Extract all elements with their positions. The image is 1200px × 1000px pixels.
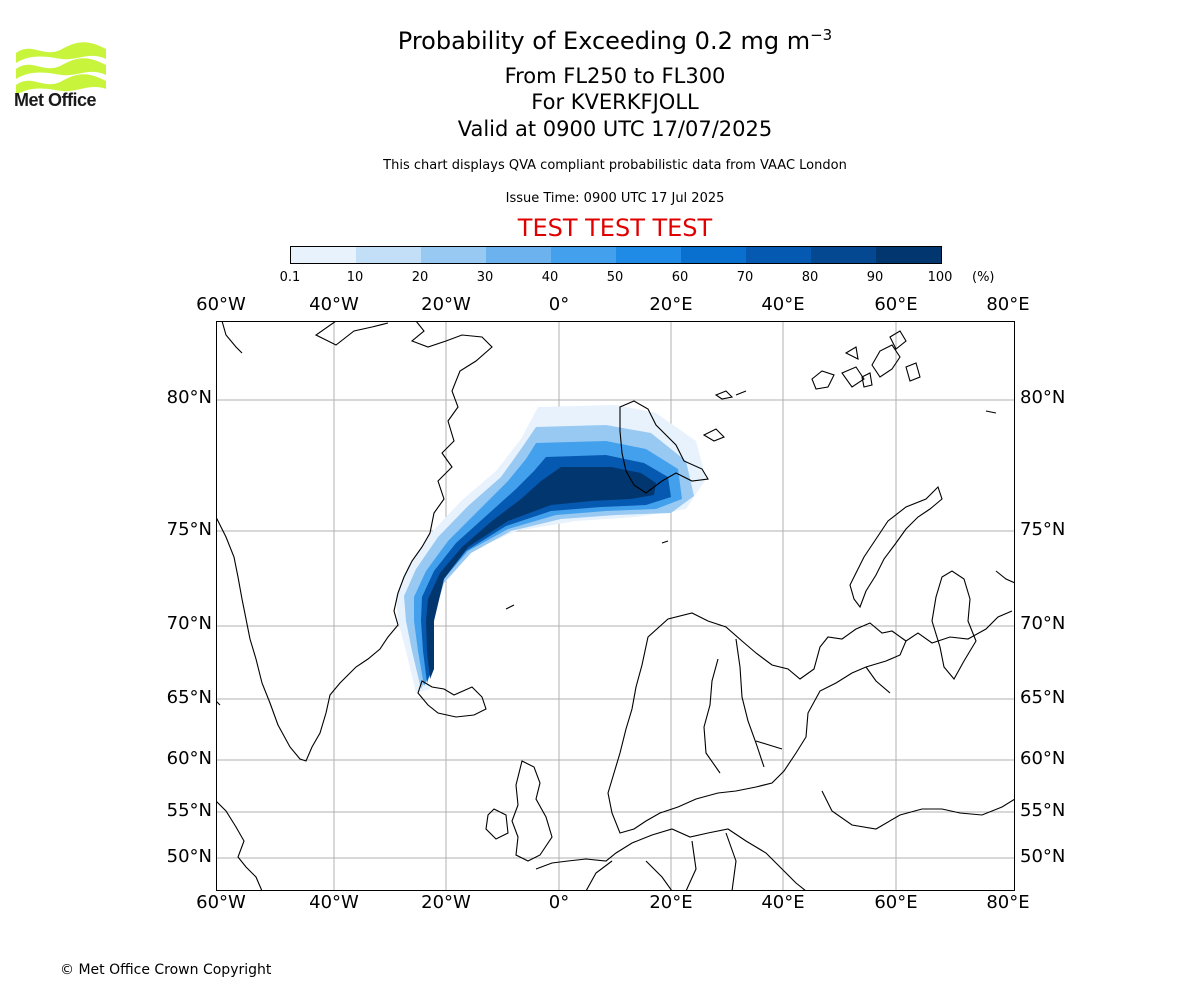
colorbar-segment (746, 247, 811, 263)
chart-title: Probability of Exceeding 0.2 mg m−3 (397, 26, 833, 55)
latitude-label: 60°N (166, 748, 212, 769)
probability-colorbar (290, 246, 942, 264)
latitude-label: 55°N (1020, 800, 1066, 821)
logo-wave-3 (16, 74, 106, 95)
longitude-label: 40°W (309, 892, 359, 913)
plume-band-80-100 (426, 467, 656, 679)
longitude-label: 20°E (649, 892, 693, 913)
svalbard-coast (619, 400, 709, 494)
met-office-logo (16, 42, 106, 95)
longitude-label: 20°W (421, 892, 471, 913)
valid-time: Valid at 0900 UTC 17/07/2025 (457, 117, 773, 141)
latitude-label: 65°N (1020, 687, 1066, 708)
colorbar-tick-label: 50 (606, 270, 624, 285)
latitude-label: 60°N (1020, 748, 1066, 769)
colorbar-tick-label: 10 (346, 270, 364, 285)
north-america-coast (216, 700, 263, 891)
colorbar-segment (551, 247, 616, 263)
longitude-label: 80°E (986, 294, 1030, 315)
logo-wave-1 (16, 42, 106, 63)
continental-europe-coast (535, 828, 807, 891)
disclaimer-text: This chart displays QVA compliant probab… (383, 158, 847, 173)
colorbar-tick-label: 20 (411, 270, 429, 285)
longitude-label: 60°E (874, 294, 918, 315)
longitude-label: 60°W (196, 892, 246, 913)
greenland-coast (216, 321, 493, 762)
colorbar-unit: (%) (972, 270, 995, 285)
latitude-label: 65°N (166, 687, 212, 708)
colorbar-tick-label: 30 (476, 270, 494, 285)
latitude-label: 80°N (166, 387, 212, 408)
longitude-label: 40°E (761, 294, 805, 315)
latitude-label: 55°N (166, 800, 212, 821)
volcano-name: For KVERKFJOLL (531, 90, 699, 114)
colorbar-segment (356, 247, 421, 263)
test-banner: TEST TEST TEST (517, 214, 713, 242)
longitude-label: 40°W (309, 294, 359, 315)
longitude-label: 0° (548, 294, 570, 315)
colorbar-tick-label: 40 (541, 270, 559, 285)
russia-north-coast (821, 610, 1015, 830)
colorbar-segment (486, 247, 551, 263)
latitude-label: 70°N (1020, 613, 1066, 634)
flight-level-range: From FL250 to FL300 (504, 64, 726, 88)
iceland-coast (417, 680, 487, 718)
colorbar-tick-label: 0.1 (279, 270, 301, 285)
norway-scandinavia-coast (607, 612, 907, 834)
latitude-label: 75°N (1020, 519, 1066, 540)
colorbar-segment (876, 247, 941, 263)
longitude-label: 20°W (421, 294, 471, 315)
graticule (216, 321, 1015, 891)
colorbar-tick-label: 100 (927, 270, 953, 285)
colorbar-segment (616, 247, 681, 263)
longitude-label: 40°E (761, 892, 805, 913)
colorbar-tick-label: 60 (671, 270, 689, 285)
latitude-label: 50°N (1020, 846, 1066, 867)
ash-probability-plume (396, 405, 706, 693)
latitude-label: 50°N (166, 846, 212, 867)
latitude-label: 70°N (166, 613, 212, 634)
longitude-label: 60°W (196, 294, 246, 315)
colorbar-tick-label: 90 (866, 270, 884, 285)
longitude-label: 20°E (649, 294, 693, 315)
franz-josef-islands (811, 330, 921, 390)
copyright-notice: © Met Office Crown Copyright (60, 962, 272, 978)
longitude-label: 0° (548, 892, 570, 913)
colorbar-segment (421, 247, 486, 263)
map-panel (216, 321, 1015, 891)
small-islands (505, 390, 997, 610)
yamal-coast (931, 570, 1015, 680)
map-frame (216, 321, 1015, 891)
colorbar-segment (811, 247, 876, 263)
sweden-finland-borders (703, 638, 783, 774)
colorbar-tick-label: 70 (736, 270, 754, 285)
longitude-label: 80°E (986, 892, 1030, 913)
novaya-zemlya-coast (849, 485, 943, 609)
coastlines (216, 321, 1015, 891)
latitude-label: 75°N (166, 519, 212, 540)
latitude-label: 80°N (1020, 387, 1066, 408)
logo-wave-2 (16, 58, 106, 79)
british-isles-coast (485, 760, 553, 862)
colorbar-tick-label: 80 (801, 270, 819, 285)
issue-time: Issue Time: 0900 UTC 17 Jul 2025 (505, 191, 725, 206)
colorbar-frame (290, 246, 942, 264)
colorbar-segment (291, 247, 356, 263)
logo-wordmark: Met Office (14, 90, 97, 110)
longitude-label: 60°E (874, 892, 918, 913)
colorbar-segment (681, 247, 746, 263)
